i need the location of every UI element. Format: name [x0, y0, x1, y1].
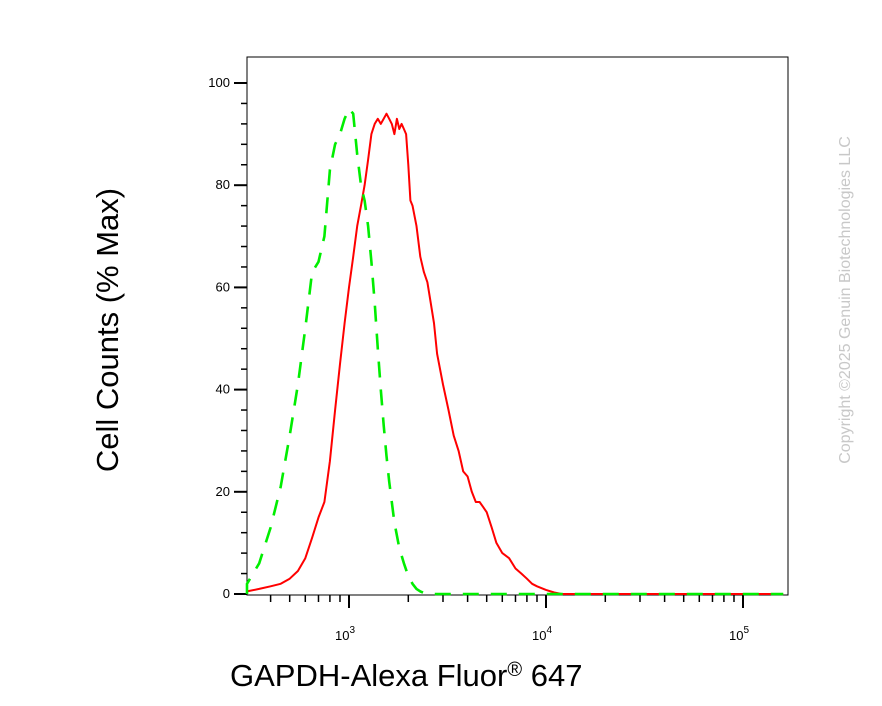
- series-layer: [245, 107, 784, 596]
- plot-frame: [246, 56, 789, 596]
- x-tick-label: 104: [532, 625, 552, 643]
- series-red-solid-line: [246, 112, 784, 595]
- series-green-dashed-line: [245, 107, 784, 596]
- y-tick-label: 80: [216, 177, 230, 192]
- y-axis: 0 20 40 60 80 100: [208, 75, 247, 601]
- x-axis-title-main: GAPDH-Alexa Fluor: [230, 658, 507, 693]
- y-tick-label: 100: [208, 75, 230, 90]
- y-tick-label: 0: [223, 586, 230, 601]
- x-tick-label: 103: [335, 625, 355, 643]
- x-axis-title: GAPDH-Alexa Fluor® 647: [230, 658, 582, 693]
- y-tick-label: 60: [216, 279, 230, 294]
- x-tick-base: 10: [729, 628, 743, 643]
- x-tick-base: 10: [532, 628, 546, 643]
- y-axis-title: Cell Counts (% Max): [90, 188, 125, 472]
- y-tick-label: 40: [216, 382, 230, 397]
- x-axis-title-suffix: 647: [522, 658, 582, 693]
- x-axis: 103 104 105: [269, 595, 749, 643]
- x-tick-exponent: 3: [349, 625, 355, 636]
- x-tick-exponent: 4: [546, 625, 552, 636]
- x-tick-exponent: 5: [743, 625, 749, 636]
- y-tick-label: 20: [216, 484, 230, 499]
- copyright-text: Copyright ©2025 Genuin Biotechnologies L…: [837, 136, 854, 464]
- x-axis-title-sup: ®: [507, 659, 522, 681]
- x-tick-label: 105: [729, 625, 749, 643]
- x-tick-base: 10: [335, 628, 349, 643]
